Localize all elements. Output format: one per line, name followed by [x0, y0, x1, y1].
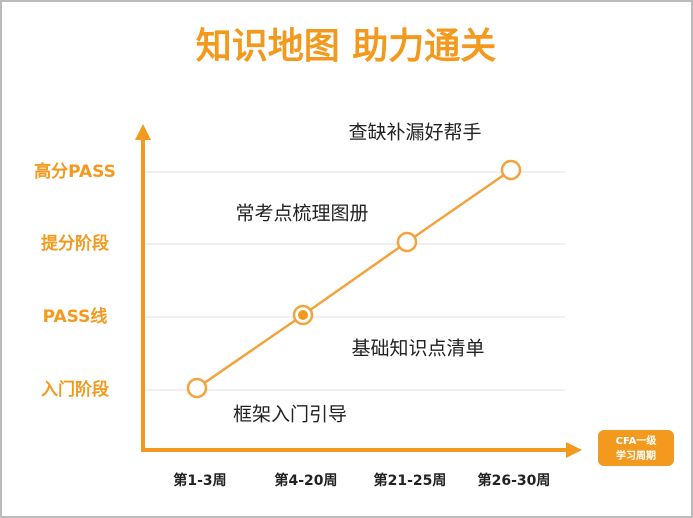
step-label: 常考点梳理图册 [235, 203, 368, 225]
x-label: 第4-20周 [274, 472, 337, 489]
y-label: 高分PASS [34, 161, 116, 182]
step-label: 基础知识点清单 [351, 338, 484, 360]
progress-line [196, 168, 512, 390]
y-label: PASS线 [43, 306, 108, 327]
y-arrow [135, 124, 151, 140]
step-label: 查缺补漏好帮手 [348, 122, 481, 144]
axes [141, 135, 572, 452]
y-label: 提分阶段 [41, 233, 109, 254]
milestone [500, 159, 522, 181]
badge: CFA一级 学习周期 [598, 430, 674, 466]
step-label: 框架入门引导 [233, 404, 347, 426]
badge-line: 学习周期 [616, 449, 656, 462]
x-label: 第26-30周 [478, 472, 551, 489]
milestone [186, 377, 208, 399]
x-arrow [566, 442, 582, 458]
milestone-dot [298, 310, 308, 320]
title: 知识地图 助力通关 [196, 26, 497, 67]
y-label: 入门阶段 [41, 379, 109, 400]
x-label: 第21-25周 [374, 472, 447, 489]
badge-line: CFA一级 [616, 434, 658, 447]
x-label: 第1-3周 [173, 472, 226, 489]
milestone [396, 231, 418, 253]
